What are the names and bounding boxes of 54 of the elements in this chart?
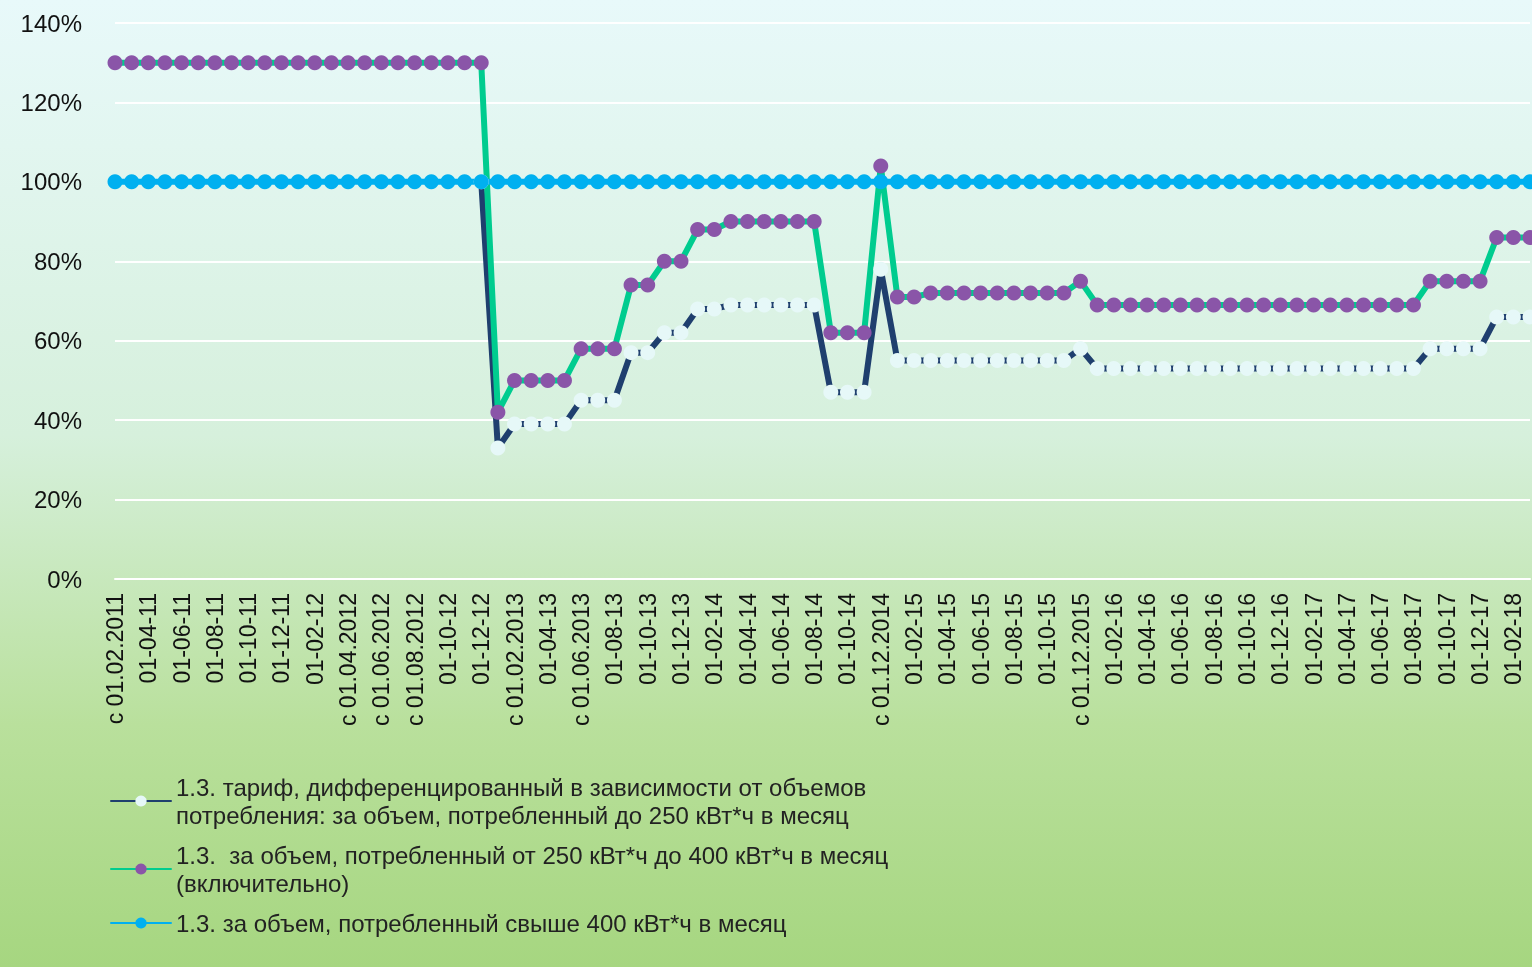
- x-tick-label: 01-08-14: [801, 592, 828, 686]
- x-tick-label: 01-12-16: [1267, 593, 1294, 686]
- x-tick-label: 01-12-11: [268, 593, 295, 684]
- x-tick-label: 01-02-14: [701, 592, 728, 686]
- y-tick-label: 120%: [20, 88, 82, 116]
- x-tick-label: 01-10-17: [1433, 593, 1460, 686]
- x-tick-label: 01-08-17: [1400, 593, 1427, 686]
- x-tick-label: 01-10-12: [434, 593, 461, 686]
- x-tick-label: 01-06-15: [967, 593, 994, 686]
- x-tick-label: 01-06-17: [1367, 593, 1394, 686]
- x-tick-label: 01-04-15: [934, 593, 961, 686]
- x-tick-label: 01-04-17: [1333, 593, 1360, 686]
- y-tick-label: 140%: [20, 9, 82, 37]
- x-tick-label: 01-08-11: [201, 593, 228, 684]
- x-tick-label: 01-04-11: [135, 593, 162, 684]
- x-tick-label: c 01.08.2012: [401, 593, 428, 727]
- x-tick-label: 01-06-11: [168, 593, 195, 684]
- x-tick-label: 01-12-17: [1467, 593, 1494, 686]
- legend-label: 1.3. за объем, потребленный свыше 400 кВт*ч в месяц: [176, 909, 787, 937]
- x-tick-label: 01-10-15: [1034, 593, 1061, 686]
- x-tick-label: 01-12-13: [668, 593, 694, 686]
- x-tick-label: c 01.06.2012: [368, 593, 395, 727]
- x-tick-label: 01-04-14: [734, 592, 761, 686]
- x-tick-label: 01-10-16: [1234, 593, 1260, 686]
- x-tick-label: c 01.04.2012: [335, 593, 362, 727]
- x-tick-label: 01-04-13: [534, 593, 561, 686]
- x-tick-label: 01-08-16: [1200, 593, 1227, 686]
- legend-label: 1.3. тариф, дифференцированный в зависимости от объемов потребления: за объем, потребленный до 250 кВт*ч в месяц: [176, 773, 873, 829]
- x-tick-label: 01-02-18: [1500, 593, 1527, 686]
- x-tick-label: 01-02-16: [1100, 593, 1127, 686]
- y-tick-label: 100%: [20, 168, 82, 196]
- x-tick-label: 01-06-16: [1167, 593, 1194, 686]
- y-tick-label: 40%: [33, 406, 82, 434]
- x-tick-label: c 01.06.2013: [568, 593, 595, 727]
- x-tick-label: c 01.02.2011: [102, 593, 128, 725]
- x-tick-label: 01-02-17: [1300, 593, 1327, 686]
- x-tick-label: 01-06-14: [767, 592, 794, 686]
- x-tick-label: c 01.12.2015: [1067, 593, 1094, 727]
- x-tick-label: 01-08-15: [1000, 593, 1027, 686]
- x-tick-label: 01-10-11: [235, 593, 262, 684]
- x-tick-label: c 01.02.2013: [501, 593, 528, 727]
- x-tick-label: 01-12-12: [468, 593, 495, 686]
- x-tick-label: 01-02-15: [901, 593, 928, 686]
- y-tick-label: 20%: [33, 486, 82, 514]
- x-tick-label: 01-10-14: [834, 592, 861, 686]
- y-tick-label: 80%: [33, 247, 82, 275]
- x-tick-label: 01-08-13: [601, 593, 628, 686]
- x-tick-label: c 01.12.2014: [867, 592, 894, 727]
- y-tick-label: 0%: [47, 565, 82, 593]
- x-tick-label: 01-04-16: [1134, 593, 1161, 686]
- legend-label: 1.3. за объем, потребленный от 250 кВт*ч до 400 кВт*ч в месяц (включительно): [176, 841, 895, 897]
- x-tick-label: 01-10-13: [634, 593, 661, 686]
- x-tick-label: 01-02-12: [301, 593, 328, 686]
- y-tick-label: 60%: [33, 327, 82, 355]
